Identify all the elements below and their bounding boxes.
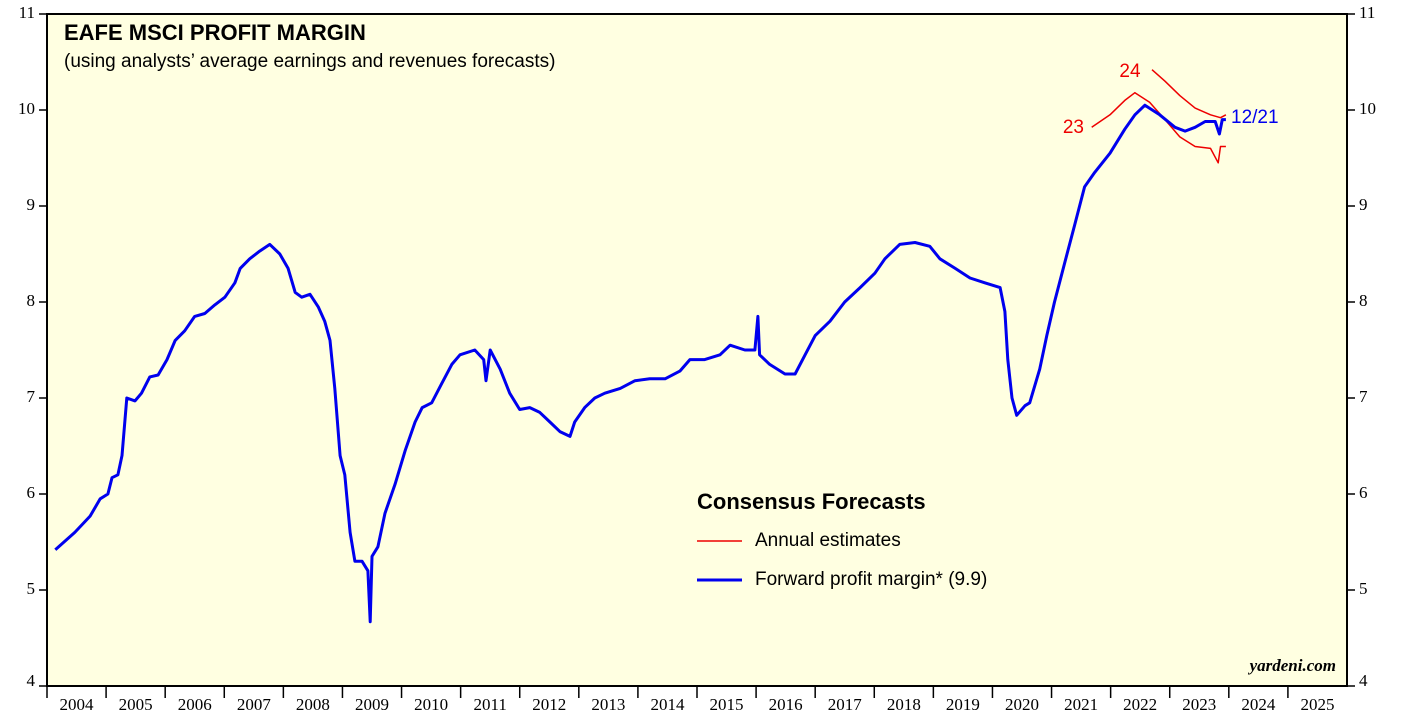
y-tick-label: 9 [27,195,36,214]
legend-title: Consensus Forecasts [697,489,926,514]
x-tick-label: 2017 [828,695,863,714]
y2-tick-label: 5 [1359,579,1368,598]
x-tick-label: 2014 [650,695,685,714]
x-tick-label: 2024 [1241,695,1276,714]
x-tick-label: 2023 [1182,695,1216,714]
x-tick-label: 2019 [946,695,980,714]
y-tick-label: 11 [19,3,35,22]
y-tick-label: 5 [27,579,36,598]
x-tick-label: 2011 [473,695,506,714]
legend-label: Forward profit margin* (9.9) [755,569,987,590]
x-tick-label: 2012 [532,695,566,714]
x-tick-label: 2009 [355,695,389,714]
y-tick-label: 4 [27,671,36,690]
x-tick-label: 2020 [1005,695,1039,714]
y2-tick-label: 9 [1359,195,1368,214]
x-tick-label: 2021 [1064,695,1098,714]
y-tick-label: 6 [27,483,36,502]
y2-tick-label: 11 [1359,3,1375,22]
plot-area [46,13,1348,687]
x-tick-label: 2004 [60,695,95,714]
y-tick-label: 10 [18,99,35,118]
x-tick-label: 2016 [769,695,803,714]
series-line [1091,91,1226,164]
source: yardeni.com [1248,656,1336,675]
x-tick-label: 2018 [887,695,921,714]
x-tick-label: 2006 [178,695,212,714]
x-tick-label: 2025 [1300,695,1334,714]
legend-label: Annual estimates [755,530,901,551]
chart-subtitle: (using analysts’ average earnings and re… [64,51,555,72]
series-label: 23 [1063,117,1084,138]
x-tick-label: 2015 [710,695,744,714]
series-line [54,103,1226,624]
y2-tick-label: 4 [1359,671,1368,690]
chart-title: EAFE MSCI PROFIT MARGIN [64,20,366,45]
series-label: 12/21 [1231,107,1279,128]
y2-tick-label: 6 [1359,483,1368,502]
series-label: 24 [1119,61,1141,82]
x-tick-label: 2005 [119,695,153,714]
x-tick-label: 2022 [1123,695,1157,714]
y-tick-label: 8 [27,291,36,310]
series-line [1151,69,1227,119]
x-tick-label: 2008 [296,695,330,714]
y2-tick-label: 10 [1359,99,1376,118]
y2-tick-label: 8 [1359,291,1368,310]
x-tick-label: 2007 [237,695,272,714]
x-tick-label: 2013 [591,695,625,714]
x-tick-label: 2010 [414,695,448,714]
y2-tick-label: 7 [1359,387,1368,406]
y-tick-label: 7 [27,387,36,406]
